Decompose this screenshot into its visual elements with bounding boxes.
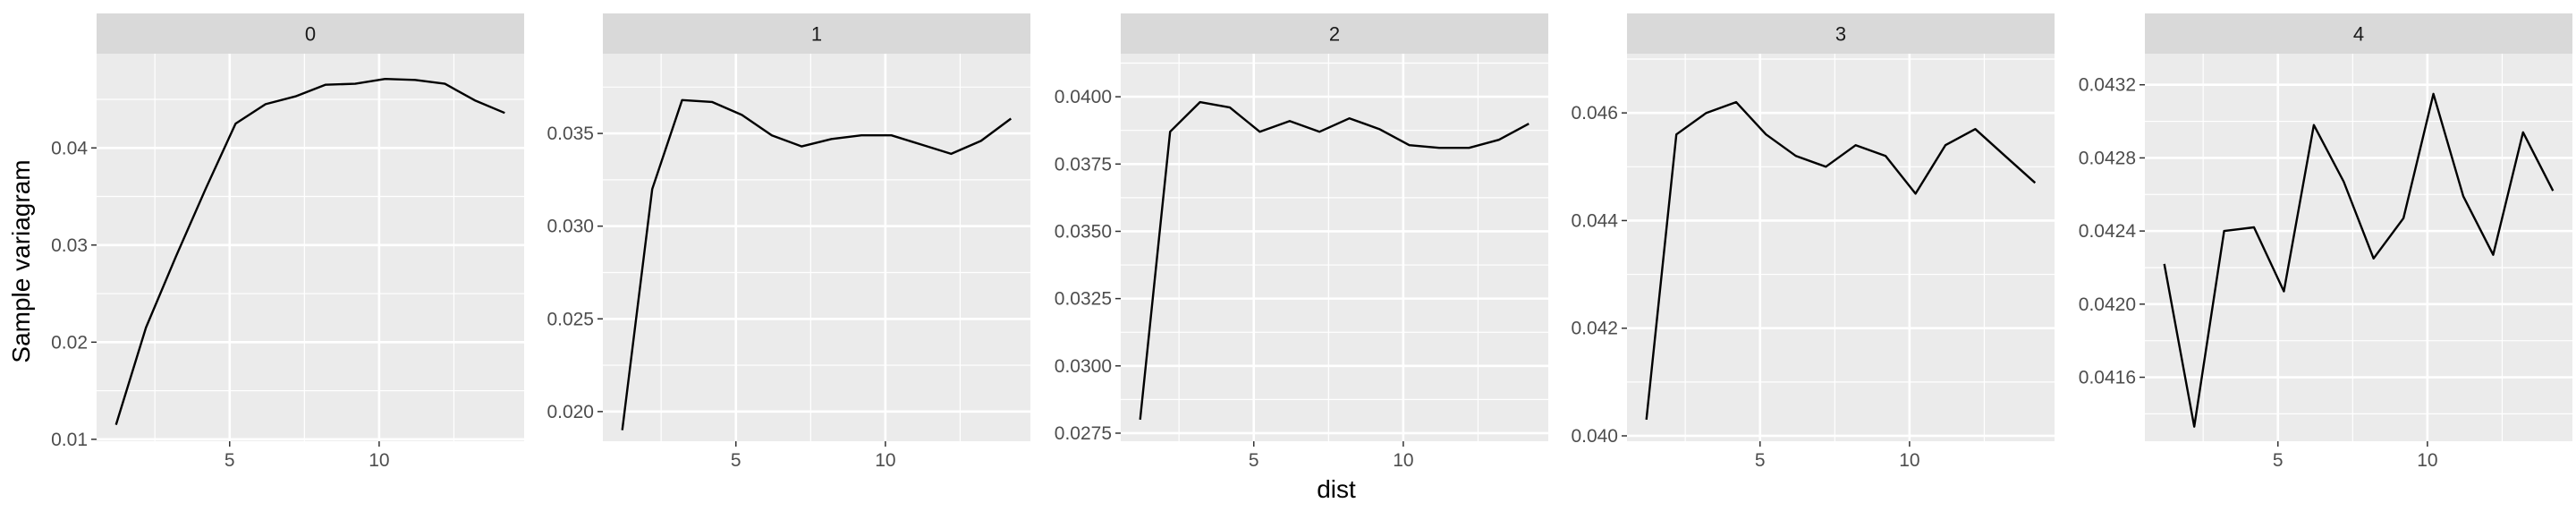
y-tick-label: 0.042	[1571, 319, 1618, 339]
y-tick-label: 0.0350	[1055, 221, 1112, 242]
facet-strip-label: 2	[1329, 23, 1340, 46]
panel-background	[97, 54, 524, 441]
x-tick-label: 10	[369, 450, 389, 471]
x-tick-label: 5	[731, 450, 741, 471]
x-tick-label: 5	[225, 450, 235, 471]
facet-strip-label: 0	[305, 23, 316, 46]
facet-panel-4: 4 5 10 0.0416 0.0420 0.0424 0.0428 0.0432	[2079, 13, 2572, 471]
x-tick-label: 10	[875, 450, 895, 471]
y-tick-label: 0.040	[1571, 426, 1618, 447]
y-tick-label: 0.025	[547, 309, 594, 329]
y-tick-label: 0.03	[51, 235, 88, 256]
y-axis-title: Sample variagram	[7, 159, 35, 362]
y-tick-label: 0.0375	[1055, 154, 1112, 175]
facet-strip	[2145, 13, 2572, 54]
facet-strip-label: 3	[1835, 23, 1846, 46]
y-tick-label: 0.0432	[2079, 75, 2136, 96]
y-tick-label: 0.044	[1571, 210, 1618, 231]
facet-strip	[97, 13, 524, 54]
variogram-line	[2163, 92, 2555, 428]
x-tick-label: 5	[1249, 450, 1259, 471]
y-tick-label: 0.0424	[2079, 221, 2137, 242]
x-axis-title: dist	[1317, 475, 1356, 503]
x-tick-label: 10	[1899, 450, 1919, 471]
facet-strip	[1627, 13, 2055, 54]
panel-background	[2145, 54, 2572, 441]
x-tick-label: 5	[2273, 450, 2284, 471]
y-tick-label: 0.0420	[2079, 294, 2136, 315]
facet-panel-3: 3 5 10 0.040 0.042 0.044 0.046	[1571, 13, 2055, 471]
panel-background	[603, 54, 1030, 441]
y-tick-label: 0.046	[1571, 103, 1618, 124]
facet-strip	[603, 13, 1030, 54]
y-tick-label: 0.0416	[2079, 368, 2136, 388]
y-tick-label: 0.0428	[2079, 148, 2136, 168]
y-tick-label: 0.0275	[1055, 423, 1112, 444]
y-tick-label: 0.0400	[1055, 87, 1112, 107]
y-tick-label: 0.0325	[1055, 289, 1112, 310]
y-tick-label: 0.030	[547, 217, 594, 237]
variogram-line	[621, 98, 1013, 430]
facet-strip	[1121, 13, 1548, 54]
facet-panel-1: 1 5 10 0.020 0.025 0.030 0.035	[547, 13, 1030, 471]
x-tick-label: 5	[1755, 450, 1766, 471]
facet-strip-label: 4	[2353, 23, 2364, 46]
x-tick-label: 10	[2417, 450, 2437, 471]
variogram-line	[1645, 100, 2037, 421]
panel-background	[1121, 54, 1548, 441]
y-tick-label: 0.035	[547, 124, 594, 144]
variogram-line	[114, 77, 505, 425]
y-tick-label: 0.04	[51, 138, 88, 158]
y-tick-label: 0.02	[51, 332, 88, 353]
facet-panel-2: 2 5 10 0.0275 0.0300 0.0325 0.0350 0.0375 0.0400	[1055, 13, 1548, 471]
y-tick-label: 0.0300	[1055, 356, 1112, 377]
facet-panel-0: 0 5 10 0.01 0.02 0.03 0.04	[51, 13, 524, 471]
variogram-line	[1139, 100, 1530, 421]
x-tick-label: 10	[1393, 450, 1413, 471]
y-tick-label: 0.020	[547, 402, 594, 422]
facet-strip-label: 1	[811, 23, 822, 46]
y-tick-label: 0.01	[51, 430, 88, 450]
